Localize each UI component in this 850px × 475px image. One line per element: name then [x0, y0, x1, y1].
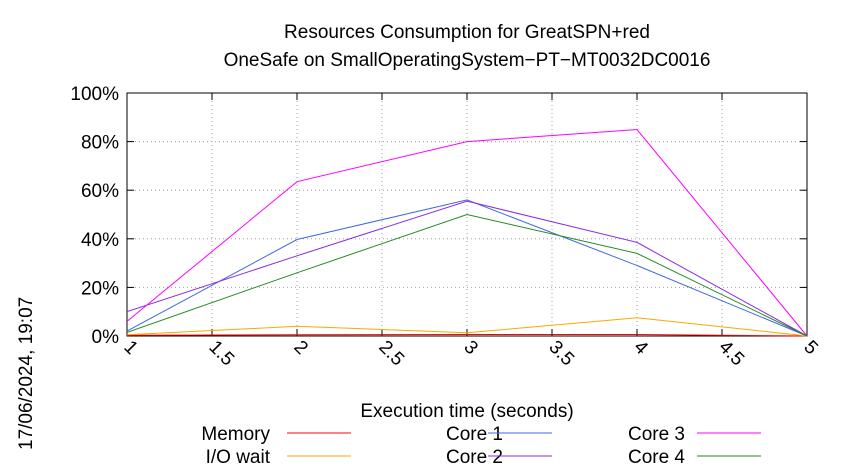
x-tick-label: 4.5: [714, 337, 748, 371]
series-line: [126, 200, 808, 337]
series-line: [126, 199, 808, 337]
legend-label: Core 3: [628, 424, 685, 445]
series-line: [126, 213, 808, 337]
x-tick-label: 1.5: [204, 337, 238, 371]
chart-title-line-2: OneSafe on SmallOperatingSystem−PT−MT003…: [224, 50, 711, 71]
x-tick-label: 3.5: [544, 337, 578, 371]
timestamp: 17/06/2024, 19:07: [16, 297, 37, 450]
x-tick-label: 5: [799, 337, 821, 359]
legend-label: Core 4: [628, 447, 685, 468]
legend-label: I/O wait: [206, 447, 271, 468]
legend-label: Core 1: [446, 424, 503, 445]
series-line: [126, 334, 808, 337]
y-tick-label: 60%: [81, 181, 119, 202]
y-tick-label: 0%: [92, 327, 120, 348]
legend-label: Memory: [201, 424, 270, 445]
legend-label: Core 2: [446, 447, 503, 468]
y-tick-label: 100%: [70, 84, 119, 105]
x-tick-label: 4: [629, 337, 652, 360]
x-tick-label: 1: [119, 337, 141, 359]
ticks: 0% 20% 40% 60% 80% 100% 1 1.5 2 2.5 3 3.5 4 4.5 5: [70, 84, 821, 370]
x-tick-label: 3: [459, 337, 481, 359]
x-tick-label: 2.5: [374, 337, 408, 371]
series-line: [126, 128, 808, 337]
y-tick-label: 80%: [81, 133, 119, 154]
x-axis-label: Execution time (seconds): [360, 401, 573, 422]
y-tick-label: 40%: [81, 230, 119, 251]
series-lines: [126, 128, 808, 337]
x-tick-label: 2: [289, 337, 311, 359]
series-line: [126, 317, 808, 337]
y-tick-label: 20%: [81, 278, 119, 299]
chart-title-line-1: Resources Consumption for GreatSPN+red: [284, 22, 650, 43]
